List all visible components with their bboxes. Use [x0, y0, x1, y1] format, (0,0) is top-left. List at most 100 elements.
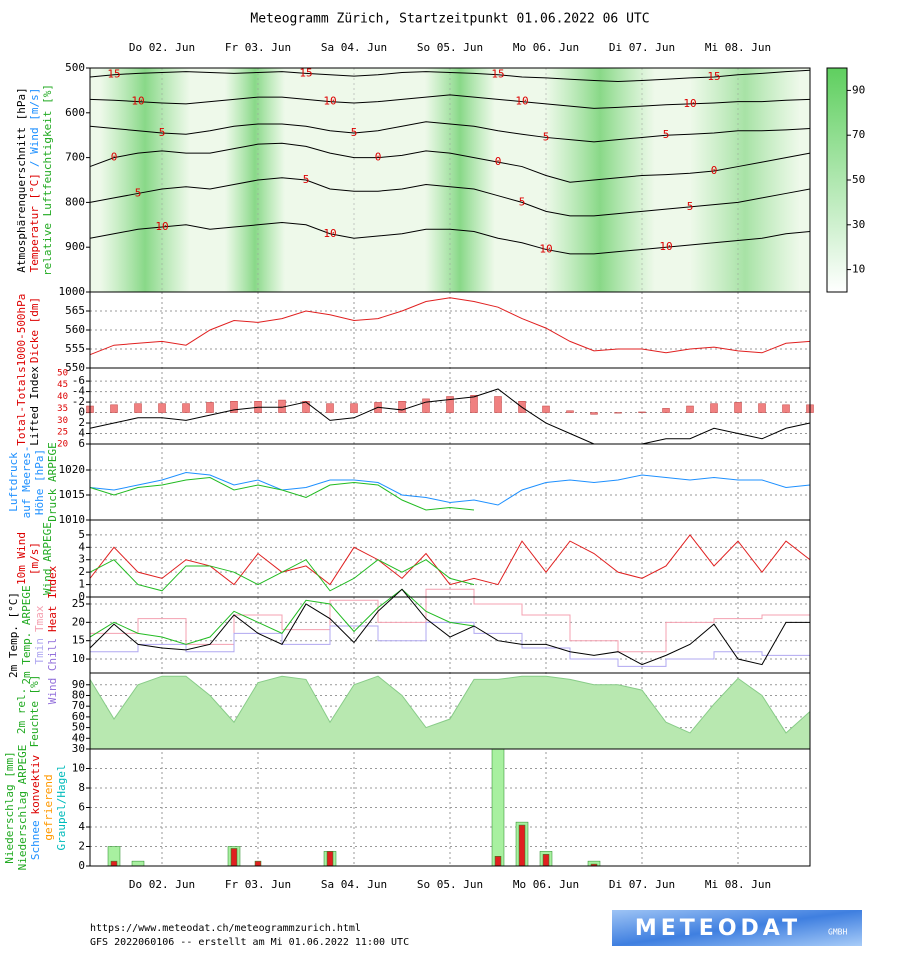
- day-label-top: Fr 03. Jun: [225, 41, 291, 54]
- isotherm: [89, 142, 811, 183]
- bar: [158, 403, 166, 413]
- bar: [398, 401, 406, 413]
- bar: [662, 408, 670, 413]
- bar: [566, 410, 574, 413]
- y-tick-label: 4: [78, 540, 85, 553]
- y-tick-label: 90: [72, 678, 85, 691]
- y-tick-label: 2: [78, 840, 85, 853]
- step-line: [90, 588, 810, 653]
- isotherm-label: 15: [107, 68, 120, 81]
- panel-label: Atmosphärenquerschnitt [hPa]: [15, 87, 28, 272]
- panel-label-part: 10m Wind: [15, 532, 28, 585]
- y-tick-label: 600: [65, 106, 85, 119]
- line: [89, 388, 811, 445]
- panel-label-part: 2m rel.: [15, 688, 28, 734]
- y-tick-label: 1: [78, 578, 85, 591]
- panel-label-part: [m/s]: [28, 542, 41, 575]
- panel-label-part: relative Luftfeuchtigkeit [%]: [41, 84, 54, 276]
- y2-tick-label: 40: [57, 392, 68, 402]
- y-tick-label: 80: [72, 688, 85, 701]
- y-tick-label: -2: [72, 395, 85, 408]
- humidity-area: [89, 675, 811, 750]
- day-label-bottom: Mo 06. Jun: [513, 878, 579, 891]
- y-tick-label: -4: [72, 385, 86, 398]
- y-tick-label: 6: [78, 437, 85, 450]
- y-tick-label: 60: [72, 710, 85, 723]
- panel-label: Druck ARPEGE: [46, 442, 59, 521]
- y-tick-label: 15: [72, 634, 85, 647]
- panel-label: gefrierend: [42, 774, 55, 840]
- bar: [230, 848, 238, 867]
- bar: [326, 403, 334, 413]
- panel-label-part: 2m Temp. [°C]: [7, 592, 20, 678]
- isotherm-label: 10: [539, 242, 552, 255]
- isotherm-label: 5: [159, 126, 166, 139]
- panel-label: 2m rel.: [15, 688, 28, 734]
- y-tick-label: 2: [78, 416, 85, 429]
- isotherm-label: 10: [155, 220, 168, 233]
- colorbar: [826, 67, 848, 293]
- panel-label-part: Lifted Index: [28, 366, 41, 446]
- isotherm-label: 5: [303, 173, 310, 186]
- y-tick-label: 0: [78, 859, 85, 872]
- y-tick-label: 6: [78, 801, 85, 814]
- isotherm-label: 15: [299, 66, 312, 79]
- panel-label-part: Druck ARPEGE: [46, 442, 59, 521]
- y-tick-label: 3: [78, 553, 85, 566]
- title: Meteogramm Zürich, Startzeitpunkt 01.06.…: [250, 12, 649, 27]
- y-tick-label: 50: [72, 721, 85, 734]
- y-tick-label: 565: [65, 304, 85, 317]
- isotherm-label: 15: [491, 68, 504, 81]
- day-label-bottom: Sa 04. Jun: [321, 878, 387, 891]
- panel-label: Feuchte [%]: [28, 675, 41, 748]
- y-tick-label: 10: [72, 652, 85, 665]
- y2-tick-label: 25: [57, 428, 68, 438]
- isotherm-label: 5: [687, 200, 694, 213]
- panel-label-part: Temperatur [°C]: [28, 173, 41, 272]
- panel-label: Niederschlag ARPEGE: [16, 745, 29, 871]
- y-tick-label: 1010: [59, 513, 86, 526]
- y-tick-label: 800: [65, 195, 85, 208]
- footer-run: GFS 2022060106 -- erstellt am Mi 01.06.2…: [90, 937, 409, 948]
- panel-label-part: Höhe [hPa]: [33, 449, 46, 515]
- logo-name: METEODAT: [635, 916, 801, 941]
- panel-label-part: Heat Index: [46, 565, 59, 632]
- y-tick-label: 30: [72, 742, 85, 755]
- panel-label: Graupel/Hagel: [55, 764, 68, 850]
- y-tick-label: 4: [78, 427, 85, 440]
- y-tick-label: 1000: [59, 285, 86, 298]
- day-label-bottom: Mi 08. Jun: [705, 878, 771, 891]
- bar: [254, 860, 262, 867]
- y-tick-label: 4: [78, 820, 85, 833]
- day-label-top: Sa 04. Jun: [321, 41, 387, 54]
- isotherm-label: 5: [543, 130, 550, 143]
- bar: [206, 402, 214, 413]
- line: [89, 476, 475, 511]
- bar: [494, 856, 502, 867]
- isotherm: [89, 177, 811, 217]
- bar: [350, 403, 358, 413]
- panel-label-part: Total-Totals: [15, 366, 28, 445]
- y-tick-label: 0: [78, 590, 85, 603]
- y-tick-label: 40: [72, 731, 85, 744]
- y-tick-label: 8: [78, 781, 85, 794]
- y-tick-label: 0: [78, 406, 85, 419]
- isotherm: [89, 94, 811, 109]
- panel-label-part: konvektiv: [29, 754, 42, 814]
- logo-suffix: GMBH: [828, 928, 847, 937]
- bar: [110, 404, 118, 413]
- bar: [230, 401, 238, 413]
- panel-label: Lifted Index: [28, 366, 41, 446]
- bar: [110, 860, 118, 867]
- panel-label-part: 2m Temp. ARPEGE: [20, 585, 33, 684]
- isotherm-label: 5: [663, 128, 670, 141]
- bar: [758, 403, 766, 413]
- isotherm-label: 5: [135, 186, 142, 199]
- y-tick-label: 1015: [59, 488, 86, 501]
- y2-tick-label: 30: [57, 416, 68, 426]
- y-tick-label: 70: [72, 699, 85, 712]
- panel-label-part: Wind ARPEGE: [41, 522, 54, 595]
- line: [89, 471, 811, 506]
- y-tick-label: -6: [72, 374, 85, 387]
- bar: [734, 402, 742, 413]
